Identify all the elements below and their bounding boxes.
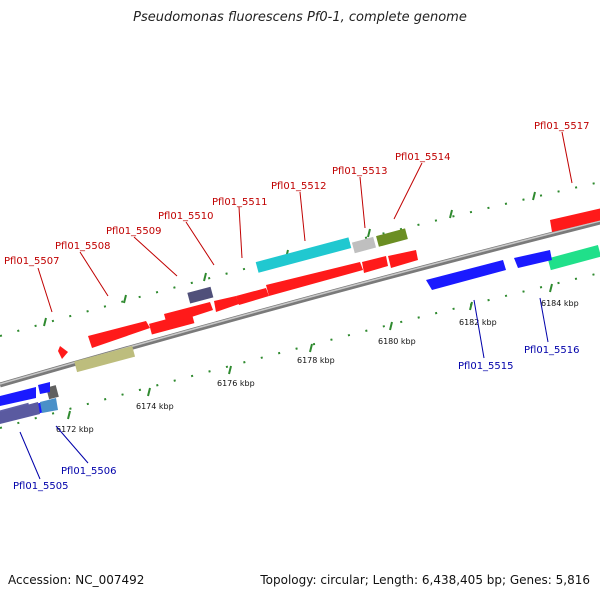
gene-label-pfl01-5514: Pfl01_5514 (395, 152, 451, 163)
kbp-label: 6178 kbp (297, 356, 335, 365)
gene-label-pfl01-5511: Pfl01_5511 (212, 197, 268, 208)
gene-label-pfl01-5513: Pfl01_5513 (332, 166, 388, 177)
kbp-label: 6174 kbp (136, 402, 174, 411)
gene-feature (547, 245, 600, 271)
upper-gene-labels: Pfl01_5507 Pfl01_5508 Pfl01_5509 Pfl01_5… (4, 121, 590, 313)
gene-feature (351, 236, 377, 254)
kbp-label: 6172 kbp (56, 425, 94, 434)
gene-label-pfl01-5505: Pfl01_5505 (13, 481, 69, 492)
genome-summary-text: Topology: circular; Length: 6,438,405 bp… (260, 573, 590, 587)
lower-gene-labels: Pfl01_5505 Pfl01_5506 Pfl01_5515 Pfl01_5… (13, 297, 580, 492)
gene-label-pfl01-5516: Pfl01_5516 (524, 345, 580, 356)
accession-text: Accession: NC_007492 (8, 573, 145, 587)
gene-label-pfl01-5517: Pfl01_5517 (534, 121, 590, 132)
gene-feature (255, 237, 352, 273)
gene-label-pfl01-5506: Pfl01_5506 (61, 466, 117, 477)
gene-label-pfl01-5512: Pfl01_5512 (271, 181, 327, 192)
gene-label-pfl01-5507: Pfl01_5507 (4, 256, 60, 267)
gene-label-pfl01-5510: Pfl01_5510 (158, 211, 214, 222)
gene-label-pfl01-5515: Pfl01_5515 (458, 361, 514, 372)
gene-feature (74, 346, 136, 373)
gene-feature (376, 228, 408, 247)
gene-label-pfl01-5508: Pfl01_5508 (55, 241, 111, 252)
kbp-label: 6184 kbp (541, 299, 579, 308)
lower-tick-row (0, 272, 600, 429)
gene-feature (187, 286, 214, 304)
lower-strand-features (0, 250, 552, 424)
map-title: Pseudomonas fluorescens Pf0-1, complete … (133, 10, 467, 25)
kbp-label: 6180 kbp (378, 337, 416, 346)
gene-label-pfl01-5509: Pfl01_5509 (106, 226, 162, 237)
kbp-label: 6176 kbp (217, 379, 255, 388)
